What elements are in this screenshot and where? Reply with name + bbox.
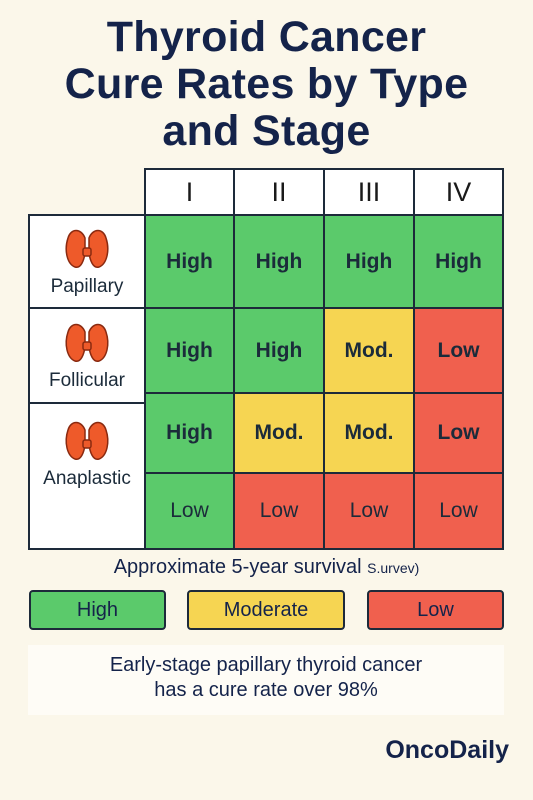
survival-caption-main: Approximate 5-year survival <box>113 556 362 578</box>
cell-value: High <box>166 421 213 444</box>
legend-label: Moderate <box>223 598 309 621</box>
stage-label: IV <box>445 176 472 207</box>
legend-low: Low <box>367 590 504 630</box>
cell-value: Low <box>437 338 480 362</box>
title-line-3: and Stage <box>162 107 371 155</box>
type-header-papillary: Papillary <box>28 214 146 309</box>
type-label: Follicular <box>48 369 126 391</box>
grid-cell: High <box>144 214 235 309</box>
legend-label: Low <box>417 598 454 621</box>
note-line-2: has a cure rate over 98% <box>154 679 378 701</box>
cell-value: Mod. <box>344 338 394 362</box>
page-title: Thyroid Cancer Cure Rates by Type and St… <box>0 14 533 155</box>
thyroid-icon <box>65 323 109 362</box>
cell-value: High <box>166 338 213 362</box>
legend-moderate: Moderate <box>187 590 345 630</box>
brand-logo: OncoDaily <box>385 736 509 764</box>
grid-cell: Low <box>413 307 504 394</box>
cell-value: Low <box>259 499 299 522</box>
cell-value: High <box>166 249 213 273</box>
cell-value: High <box>255 338 303 362</box>
type-header-follicular: Follicular <box>28 307 146 404</box>
thyroid-icon <box>65 229 109 268</box>
cell-value: Low <box>170 499 209 522</box>
grid-cell: Low <box>144 472 235 550</box>
grid-cell: Low <box>413 472 504 550</box>
cell-value: High <box>435 249 482 273</box>
cell-value: Mod. <box>344 421 394 444</box>
survival-caption: Approximate 5-year survival S.urvev) <box>0 556 533 579</box>
cell-value: Low <box>437 421 480 444</box>
cell-value: High <box>255 249 303 273</box>
survival-caption-small: S.urvev) <box>367 560 420 576</box>
type-label: Papillary <box>50 275 124 297</box>
stage-header-2: II <box>233 168 325 216</box>
stage-header-1: I <box>144 168 235 216</box>
cell-value: High <box>345 249 393 273</box>
stage-label: III <box>357 176 381 207</box>
grid-cell: Low <box>323 472 415 550</box>
title-line-1: Thyroid Cancer <box>106 13 427 61</box>
grid-cell: High <box>413 214 504 309</box>
thyroid-icon <box>65 421 109 461</box>
cell-value: Mod. <box>254 421 304 444</box>
grid-cell: High <box>144 307 235 394</box>
legend-label: High <box>76 598 119 621</box>
cure-rate-grid: I II III IV Papillary Follicular Anaplas… <box>28 168 504 550</box>
grid-cell: High <box>323 214 415 309</box>
grid-cell: Mod. <box>323 307 415 394</box>
type-header-anaplastic: Anaplastic <box>28 402 146 550</box>
stage-header-4: IV <box>413 168 504 216</box>
title-line-2: Cure Rates by Type <box>64 60 469 108</box>
note-box: Early-stage papillary thyroid cancer has… <box>28 645 504 715</box>
grid-cell: Mod. <box>233 392 325 474</box>
stage-label: II <box>271 176 287 207</box>
legend-high: High <box>29 590 166 630</box>
stage-header-3: III <box>323 168 415 216</box>
grid-cell: Low <box>233 472 325 550</box>
cell-value: Low <box>349 499 389 522</box>
type-label: Anaplastic <box>43 468 131 489</box>
grid-cell: High <box>233 307 325 394</box>
stage-label: I <box>185 176 194 207</box>
grid-cell: Low <box>413 392 504 474</box>
grid-cell: High <box>144 392 235 474</box>
grid-cell: Mod. <box>323 392 415 474</box>
grid-cell: High <box>233 214 325 309</box>
cell-value: Low <box>439 499 478 522</box>
note-line-1: Early-stage papillary thyroid cancer <box>109 654 423 676</box>
